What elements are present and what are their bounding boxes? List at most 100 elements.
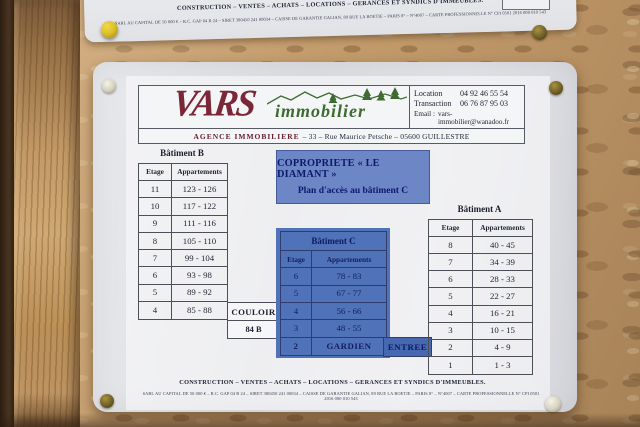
batiment-c-box: Bâtiment C Etage Appartements 6 78 - 83 5 67 … — [280, 231, 387, 356]
table-row: 3 48 - 55 — [281, 320, 386, 338]
etage-cell: 2 — [281, 337, 312, 355]
footer-legal-line: SARL AU CAPITAL DE 50 000 € – R.C. GAP 0… — [142, 391, 540, 401]
table-row: 5 89 - 92 — [139, 284, 227, 302]
etage-cell: 1 — [429, 356, 473, 374]
push-pin-icon — [101, 21, 118, 38]
appartements-cell: 34 - 39 — [473, 254, 532, 272]
column-header: Appartements — [172, 164, 227, 182]
agency-address: – 33 – Rue Maurice Petsche – 05600 GUILL… — [302, 131, 470, 141]
column-header: Appartements — [473, 220, 532, 238]
table-row: 4 56 - 66 — [281, 302, 386, 321]
screw-icon-top-right — [549, 81, 563, 95]
etage-cell: 5 — [139, 284, 172, 302]
contact-box: Location 04 92 46 55 54 Transaction 06 7… — [409, 86, 524, 128]
table-row: 8 105 - 110 — [139, 232, 227, 251]
table-row: 9 111 - 116 — [139, 215, 227, 233]
brand-logo: VARS immobilier — [139, 86, 409, 128]
table-row: 8 40 - 45 — [429, 237, 532, 255]
etage-cell: 3 — [281, 320, 312, 338]
appartements-cell: 78 - 83 — [312, 268, 386, 286]
etage-cell: 4 — [281, 302, 312, 321]
table-row: 2 GARDIEN — [281, 337, 386, 355]
appartements-cell: 123 - 126 — [172, 181, 227, 199]
appartements-cell: 48 - 55 — [312, 320, 386, 338]
wooden-plank — [14, 0, 80, 427]
appartements-cell: 93 - 98 — [172, 267, 227, 285]
contact-label: Location — [414, 88, 443, 98]
bottom-shadow — [0, 413, 640, 427]
batiment-a-table: Etage Appartements 8 40 - 45 7 34 - 39 6 28 - 3… — [428, 219, 533, 375]
header-box: VARS immobilier Location 04 92 46 55 54 … — [138, 85, 525, 144]
etage-cell: 6 — [281, 268, 312, 286]
screw-icon-bottom-right — [545, 396, 561, 412]
etage-cell: 4 — [139, 301, 172, 319]
title-box: COPROPRIETE « LE DIAMANT » Plan d'accès … — [276, 150, 430, 204]
batiment-c-block: Bâtiment C Etage Appartements 6 78 - 83 5 67 … — [276, 228, 390, 358]
appartements-cell: 99 - 104 — [172, 250, 227, 268]
contact-label: Email : — [414, 109, 435, 118]
appartements-cell: 85 - 88 — [187, 304, 212, 315]
etage-cell: 5 — [429, 288, 473, 306]
screw-icon-bottom-left — [100, 394, 114, 408]
appartements-cell: 22 - 27 — [473, 288, 532, 306]
plank-gap-shadow — [0, 0, 16, 427]
column-header: Etage — [139, 164, 172, 182]
appartements-cell: 28 - 33 — [473, 271, 532, 289]
etage-cell: 4 — [429, 305, 473, 323]
etage-cell: 2 — [429, 339, 473, 357]
upper-sign-table-fragment — [502, 0, 550, 10]
contact-row: Email : vars-immobilier@wanadoo.fr — [414, 110, 520, 126]
main-sign-panel: VARS immobilier Location 04 92 46 55 54 … — [93, 62, 577, 412]
contact-label: Transaction — [414, 99, 452, 108]
etage-cell: 3 — [429, 322, 473, 340]
appartements-cell: 67 - 77 — [312, 286, 386, 303]
etage-cell: 8 — [139, 232, 172, 251]
column-header: Appartements — [312, 251, 386, 269]
agency-name: AGENCE IMMOBILIERE — [193, 131, 300, 141]
appartements-cell: 10 - 15 — [473, 323, 532, 340]
table-header-row: Etage Appartements — [281, 251, 386, 269]
table-row: 4 16 - 21 — [429, 305, 532, 323]
table-row: 3 10 - 15 — [429, 322, 532, 340]
appartements-cell: 16 - 21 — [473, 306, 532, 323]
batiment-c-table: Etage Appartements 6 78 - 83 5 67 - 77 4 56 - 6… — [281, 251, 386, 355]
etage-cell: 7 — [429, 254, 473, 272]
etage-cell: 6 — [429, 271, 473, 289]
appartements-cell: 117 - 122 — [172, 198, 227, 216]
brand-suffix: immobilier — [275, 101, 366, 121]
appartements-cell: 89 - 92 — [172, 285, 227, 302]
screw-icon-top-left — [102, 79, 116, 93]
table-row: 7 99 - 104 — [139, 250, 227, 268]
screw-icon-upper-right — [532, 25, 547, 40]
agency-line: AGENCE IMMOBILIERE – 33 – Rue Maurice Pe… — [139, 128, 524, 143]
table-row: 4 85 - 88 — [139, 301, 227, 319]
batiment-b-title: Bâtiment B — [160, 148, 204, 158]
etage-cell: 11 — [139, 181, 172, 199]
appartements-cell: 4 - 9 — [473, 340, 532, 357]
etage-cell: 9 — [139, 215, 172, 233]
appartements-cell: 40 - 45 — [473, 237, 532, 255]
plan-access-subtitle: Plan d'accès au bâtiment C — [297, 186, 409, 197]
batiment-c-title: Bâtiment C — [281, 232, 386, 251]
appartements-cell: 105 - 110 — [172, 233, 227, 251]
brand-name: VARS — [170, 86, 258, 124]
contact-row: Transaction 06 76 87 95 03 — [414, 99, 520, 108]
etage-cell: 6 — [139, 267, 172, 285]
table-row: 6 93 - 98 — [139, 267, 227, 285]
entree-box: ENTREE — [383, 337, 432, 357]
etage-cell: 8 — [429, 237, 473, 255]
contact-value: vars-immobilier@wanadoo.fr — [437, 109, 510, 126]
table-row: 5 67 - 77 — [281, 285, 386, 303]
table-row: 11 123 - 126 — [139, 181, 227, 199]
appartements-cell: 111 - 116 — [172, 216, 227, 233]
corridor-label: COULOIR — [228, 303, 279, 321]
contact-value: 04 92 46 55 54 — [460, 88, 508, 98]
etage-cell: 7 — [139, 250, 172, 268]
table-header-row: Etage Appartements — [139, 164, 227, 182]
batiment-b-table: Etage Appartements 11 123 - 126 10 117 - 122 9… — [138, 163, 228, 320]
column-header: Etage — [281, 251, 312, 269]
column-header: Etage — [429, 220, 473, 238]
mountains-trees-icon — [267, 87, 407, 105]
etage-cell: 10 — [139, 198, 172, 216]
